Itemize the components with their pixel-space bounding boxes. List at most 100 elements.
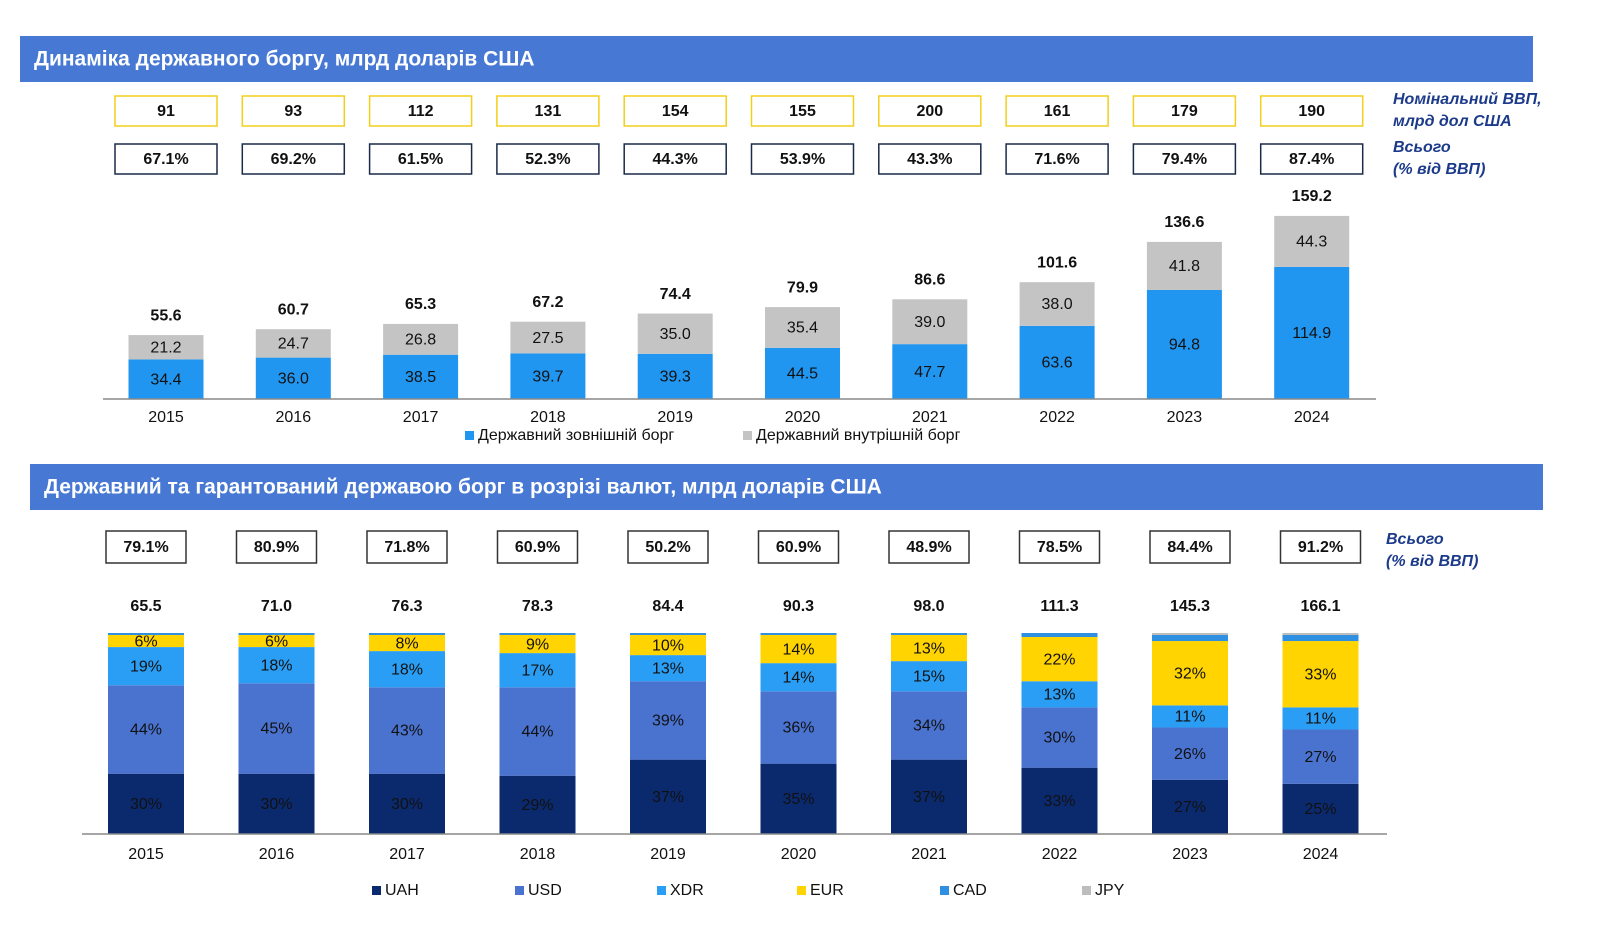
data-label: 38.5: [405, 369, 436, 386]
bar-segment: [108, 647, 184, 686]
legend-swatch: [465, 431, 474, 440]
total-label: 101.6: [1037, 254, 1077, 271]
bar-segment: [1282, 633, 1359, 636]
value-box: [750, 143, 855, 175]
bar-segment: [510, 353, 586, 399]
box-value: 91: [157, 103, 175, 120]
bar-segment: [630, 633, 706, 636]
data-label: 47.7: [914, 364, 945, 381]
data-label: 8%: [395, 635, 418, 652]
data-label: 39%: [652, 713, 684, 730]
x-tick-label: 2024: [1303, 846, 1339, 863]
bar-segment: [499, 635, 576, 654]
data-label: 39.3: [660, 369, 691, 386]
bar-segment: [499, 775, 576, 834]
legend-label: UAH: [385, 882, 419, 899]
box-value: 190: [1298, 103, 1325, 120]
box-value: 87.4%: [1289, 151, 1334, 168]
data-label: 35.0: [660, 326, 691, 343]
value-box: [1005, 143, 1109, 175]
row-label: млрд дол США: [1393, 113, 1512, 130]
legend-label: XDR: [670, 882, 704, 899]
legend-label: JPY: [1095, 882, 1125, 899]
box-value: 79.1%: [123, 539, 168, 556]
data-label: 32%: [1174, 665, 1206, 682]
data-label: 13%: [652, 660, 684, 677]
data-label: 94.8: [1169, 337, 1200, 354]
bar-segment: [369, 773, 445, 834]
value-box: [750, 95, 855, 127]
bar-segment: [499, 687, 576, 776]
bar-segment: [1019, 282, 1095, 326]
box-value: 44.3%: [653, 151, 698, 168]
bar-segment: [765, 347, 840, 399]
total-label: 145.3: [1170, 598, 1210, 615]
value-box: [241, 95, 346, 127]
bar-segment: [630, 759, 706, 834]
bar-segment: [637, 313, 713, 354]
row-label: Всього: [1386, 531, 1444, 548]
bar-segment: [630, 681, 706, 760]
chart-title: Державний та гарантований державою борг …: [44, 476, 882, 499]
value-box: [1132, 143, 1237, 175]
bar-segment: [765, 307, 840, 348]
data-label: 44.5: [787, 366, 818, 383]
legend-swatch: [743, 431, 752, 440]
x-tick-label: 2023: [1172, 846, 1208, 863]
data-label: 6%: [134, 633, 157, 650]
data-label: 63.6: [1042, 355, 1073, 372]
bar-segment: [510, 321, 586, 354]
bar-segment: [238, 647, 315, 684]
x-tick-label: 2020: [785, 409, 821, 426]
bar-segment: [1282, 635, 1359, 642]
bar-segment: [128, 359, 204, 399]
bar-segment: [892, 344, 968, 399]
data-label: 18%: [391, 661, 423, 678]
legend-label: Державний зовнішній борг: [478, 427, 674, 444]
data-label: 45%: [260, 721, 292, 738]
bar-segment: [1152, 779, 1228, 834]
x-tick-label: 2023: [1167, 409, 1203, 426]
data-label: 13%: [1043, 687, 1075, 704]
value-box: [496, 530, 579, 564]
data-label: 29%: [521, 797, 553, 814]
box-value: 48.9%: [906, 539, 951, 556]
box-value: 161: [1044, 103, 1071, 120]
total-label: 71.0: [261, 598, 292, 615]
total-label: 65.5: [130, 598, 161, 615]
bar-segment: [369, 635, 445, 652]
bar-segment: [891, 661, 967, 692]
bar-segment: [499, 653, 576, 688]
data-label: 38.0: [1042, 296, 1073, 313]
value-box: [1259, 95, 1364, 127]
bar-segment: [383, 323, 459, 355]
box-value: 80.9%: [254, 539, 299, 556]
total-label: 159.2: [1292, 188, 1332, 205]
bar-segment: [1282, 729, 1359, 784]
legend-swatch: [515, 886, 524, 895]
box-value: 43.3%: [907, 151, 952, 168]
x-tick-label: 2017: [403, 409, 439, 426]
box-value: 131: [535, 103, 562, 120]
data-label: 25%: [1304, 801, 1336, 818]
bar-segment: [637, 353, 713, 399]
x-tick-label: 2015: [148, 409, 184, 426]
data-label: 30%: [1043, 730, 1075, 747]
x-tick-label: 2019: [657, 409, 693, 426]
box-value: 71.6%: [1034, 151, 1079, 168]
box-value: 79.4%: [1162, 151, 1207, 168]
x-tick-label: 2017: [389, 846, 425, 863]
bar-segment: [760, 633, 837, 636]
data-label: 33%: [1304, 666, 1336, 683]
bar-segment: [108, 635, 184, 648]
value-box: [1005, 95, 1109, 127]
x-tick-label: 2016: [276, 409, 312, 426]
total-label: 74.4: [660, 286, 691, 303]
box-value: 84.4%: [1167, 539, 1212, 556]
legend-swatch: [1082, 886, 1091, 895]
data-label: 14%: [782, 669, 814, 686]
data-label: 39.0: [914, 314, 945, 331]
value-box: [888, 530, 970, 564]
data-label: 27.5: [532, 330, 563, 347]
bar-segment: [1152, 633, 1228, 636]
